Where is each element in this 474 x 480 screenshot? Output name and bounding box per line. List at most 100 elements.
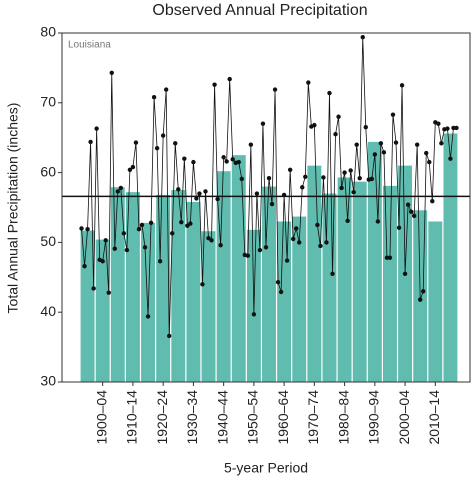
annual-point: [405, 202, 411, 207]
annual-point: [263, 245, 269, 250]
x-tick-label: 1970–74: [305, 390, 321, 445]
y-tick-label: 60: [40, 163, 56, 179]
annual-point: [218, 242, 223, 248]
annual-point: [112, 246, 117, 251]
annual-point: [154, 145, 160, 151]
annual-point: [306, 80, 311, 85]
annual-point: [315, 222, 320, 228]
annual-point: [236, 159, 241, 165]
bar: [383, 185, 397, 382]
y-tick-label: 80: [40, 24, 56, 40]
annual-point: [378, 141, 384, 146]
bar: [443, 133, 458, 382]
x-tick-label: 2010–14: [426, 390, 442, 445]
annual-point: [303, 174, 308, 179]
annual-point: [203, 189, 208, 194]
annual-point: [330, 271, 335, 277]
bar: [322, 193, 337, 382]
x-tick-label: 1920–24: [154, 390, 170, 445]
annual-point: [133, 140, 139, 145]
annual-point: [103, 238, 108, 243]
annual-point: [139, 222, 145, 228]
annual-point: [230, 157, 235, 162]
annual-point: [421, 289, 426, 294]
annual-point: [351, 189, 356, 195]
annotation: Louisiana: [68, 40, 111, 51]
bar: [337, 177, 352, 382]
y-tick-label: 50: [40, 233, 56, 249]
annual-point: [266, 175, 272, 181]
annual-point: [115, 189, 121, 194]
x-tick-label: 1980–84: [335, 390, 351, 445]
annual-point: [163, 87, 169, 92]
annual-point: [194, 196, 199, 201]
x-tick-label: 1990–94: [366, 390, 382, 445]
annual-point: [151, 95, 157, 100]
annual-point: [375, 219, 381, 224]
annual-point: [284, 258, 290, 263]
annual-point: [200, 282, 205, 287]
annual-point: [79, 226, 84, 231]
bar: [171, 190, 186, 382]
annual-point: [363, 125, 368, 130]
annual-point: [430, 199, 435, 204]
annual-point: [342, 170, 347, 175]
bar: [125, 192, 140, 382]
annual-point: [402, 271, 408, 277]
annual-point: [436, 121, 441, 126]
annual-point: [257, 247, 263, 253]
annual-point: [85, 226, 90, 232]
bar: [141, 222, 155, 382]
annual-point: [269, 201, 275, 207]
annual-point: [109, 70, 114, 75]
annual-point: [372, 152, 378, 157]
annual-point: [248, 142, 254, 147]
annual-point: [281, 192, 287, 198]
annual-point: [357, 175, 362, 181]
annual-point: [254, 191, 260, 196]
annual-point: [157, 259, 163, 264]
chart-title: Observed Annual Precipitation: [152, 2, 367, 19]
annual-point: [221, 155, 226, 160]
annual-point: [227, 76, 232, 82]
annual-point: [396, 225, 402, 230]
annual-point: [91, 286, 96, 291]
annual-point: [170, 231, 175, 236]
annual-point: [160, 133, 166, 138]
annual-point: [191, 159, 196, 165]
annual-point: [272, 87, 278, 92]
y-axis-label: Total Annual Precipitation (inches): [5, 103, 21, 314]
annual-point: [369, 176, 375, 182]
annual-point: [324, 240, 329, 245]
annual-point: [145, 314, 151, 319]
annual-point: [224, 159, 229, 164]
annual-point: [215, 196, 220, 202]
annual-point: [454, 125, 459, 131]
annual-point: [176, 187, 181, 192]
x-tick-label: 2000–04: [396, 390, 412, 445]
bar: [95, 239, 110, 382]
annual-point: [239, 176, 244, 182]
annual-point: [130, 164, 136, 170]
annual-point: [297, 240, 302, 245]
annual-point: [121, 231, 127, 236]
annual-point: [260, 121, 266, 126]
annual-point: [333, 132, 338, 137]
bar: [262, 186, 276, 382]
annual-point: [179, 219, 184, 225]
x-tick-label: 1940–44: [214, 390, 230, 445]
annual-point: [251, 312, 257, 317]
bar: [231, 155, 246, 382]
annual-point: [327, 90, 332, 96]
annual-point: [290, 236, 296, 242]
x-tick-label: 1910–14: [124, 390, 140, 445]
bar: [307, 165, 322, 382]
annual-point: [336, 114, 341, 119]
annual-point: [348, 168, 353, 173]
annual-point: [294, 226, 299, 231]
bar: [186, 201, 201, 382]
annual-point: [445, 126, 450, 131]
annual-point: [390, 112, 396, 117]
annual-point: [127, 167, 133, 173]
